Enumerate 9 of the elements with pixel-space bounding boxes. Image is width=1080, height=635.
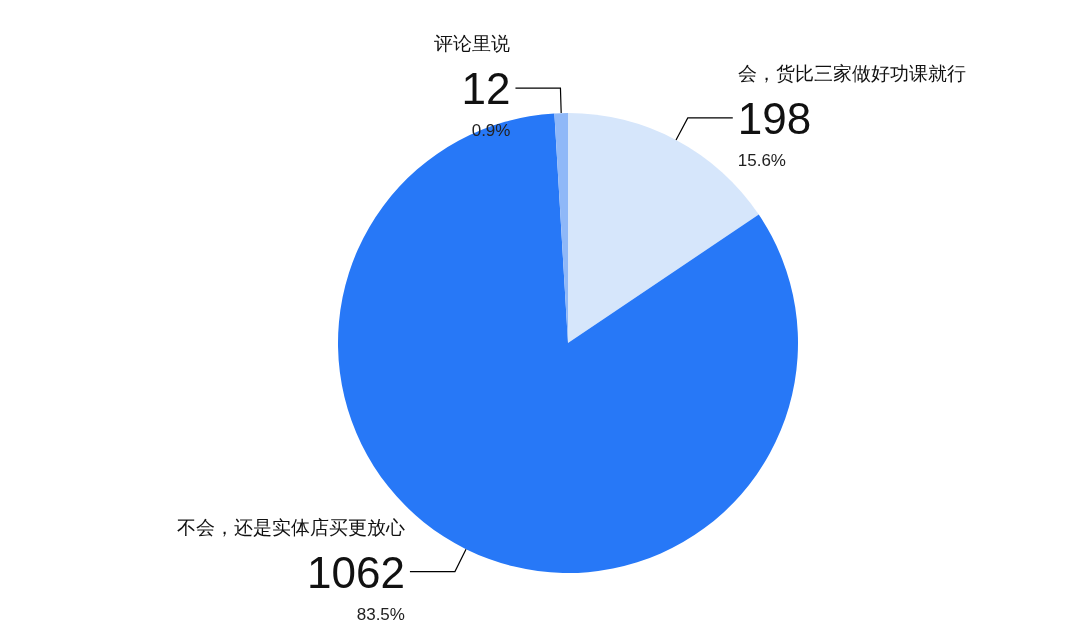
data-label: 1062: [307, 547, 405, 597]
text: 83.5%: [356, 604, 405, 624]
data-label: 12: [461, 64, 511, 114]
slice-label: 不会，还是实体店买更放心: [176, 516, 405, 538]
text: 15.6%: [737, 150, 786, 170]
data-label: 198: [737, 93, 812, 143]
slice-label: 评论里说: [434, 33, 511, 55]
text: 0.9%: [471, 121, 511, 141]
slice-label: 会，货比三家做好功课就行: [737, 62, 966, 84]
